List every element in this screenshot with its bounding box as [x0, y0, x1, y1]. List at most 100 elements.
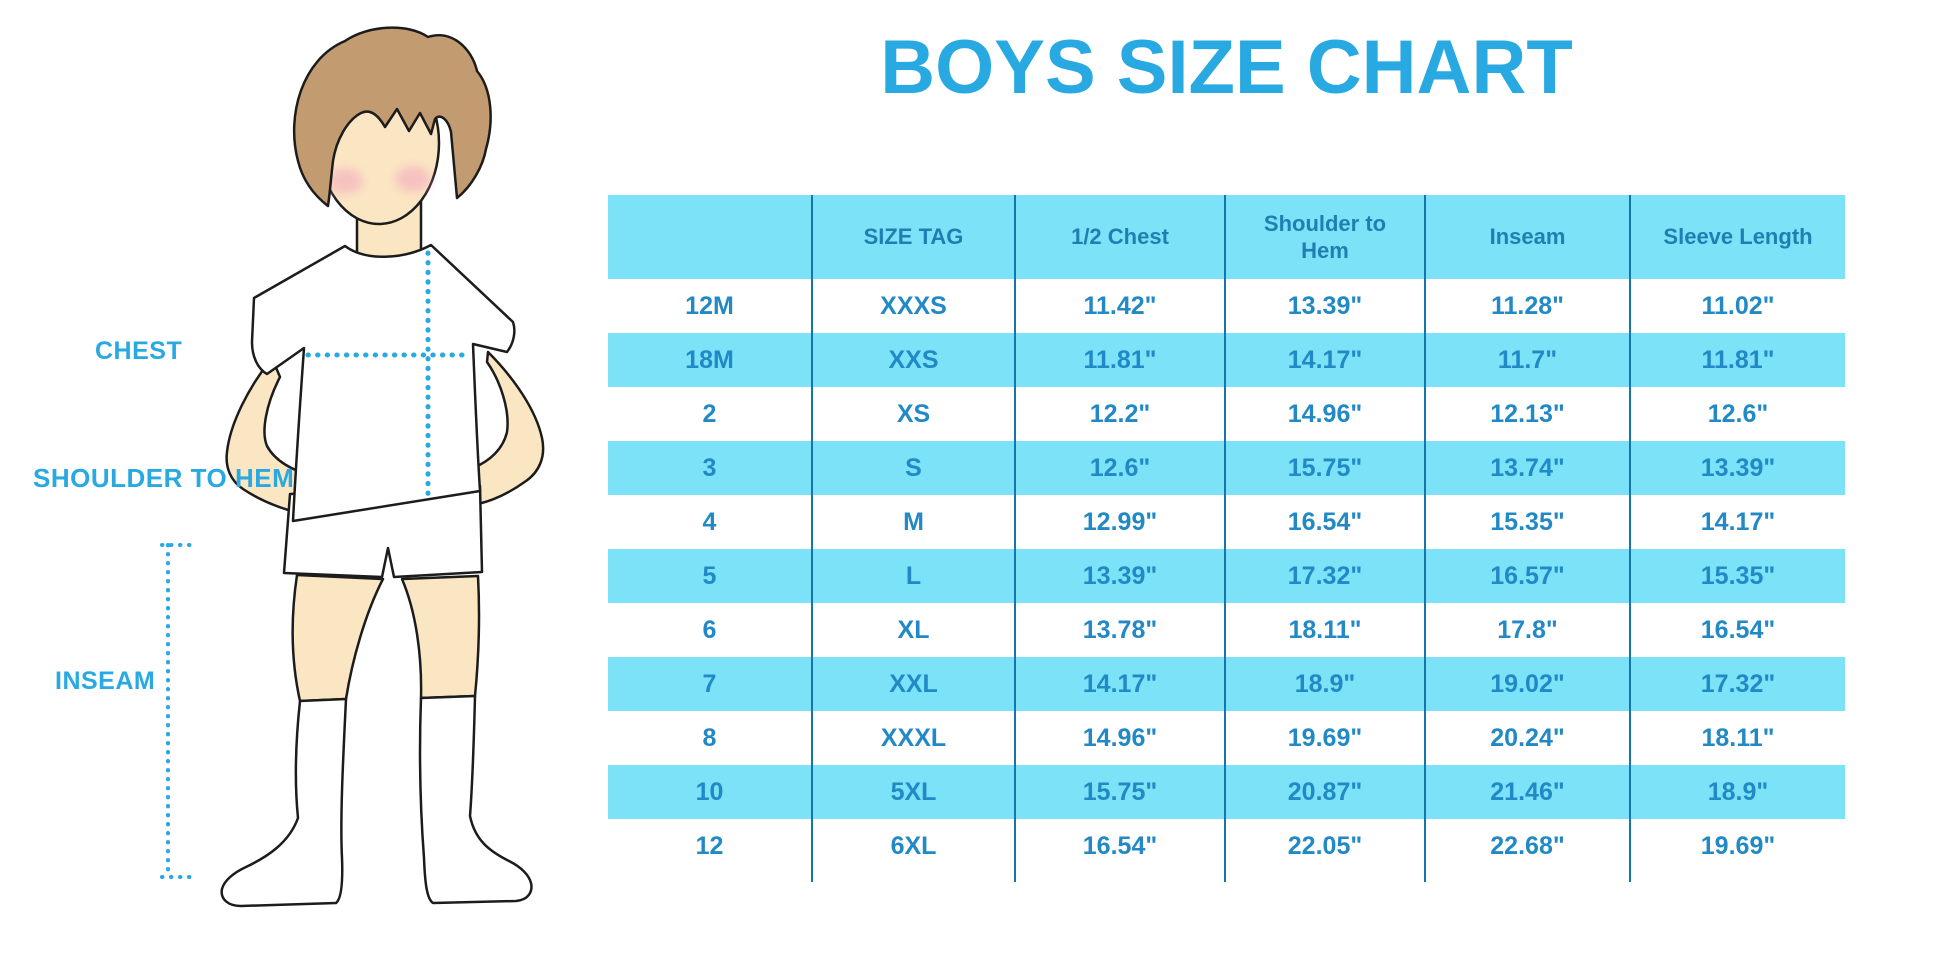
size-cell: 12	[695, 831, 724, 860]
chest-cell: 13.78"	[1014, 603, 1225, 657]
left-cheek-blush	[327, 168, 363, 194]
right-sock	[418, 694, 533, 905]
column-rule-stub	[1014, 873, 1225, 882]
sleeve-cell: 13.39"	[1629, 441, 1845, 495]
chest-cell: 15.75"	[1014, 765, 1225, 819]
header-row: SIZE TAG 1/2 Chest Shoulder to Hem Insea…	[608, 195, 1845, 279]
size-cell: 5	[702, 561, 717, 590]
header-size-tag: SIZE TAG	[811, 195, 1015, 279]
shoulder-hem-cell: 14.96"	[1224, 387, 1425, 441]
size-cell: 12M	[685, 291, 734, 320]
header-size	[608, 195, 812, 279]
table-row: 7 XXL 14.17" 18.9" 19.02" 17.32"	[608, 657, 1845, 711]
chest-cell: 11.81"	[1014, 333, 1225, 387]
right-arm	[471, 350, 545, 506]
size-cell: 4	[702, 507, 717, 536]
column-rule-stub	[1629, 873, 1845, 882]
tag-cell: S	[811, 441, 1015, 495]
inseam-cell: 11.7"	[1424, 333, 1630, 387]
sleeve-cell: 12.6"	[1629, 387, 1845, 441]
tag-cell: XS	[811, 387, 1015, 441]
left-sock	[220, 697, 348, 908]
shoulder-hem-cell: 18.9"	[1224, 657, 1425, 711]
hair	[292, 26, 492, 208]
shoulder-hem-cell: 17.32"	[1224, 549, 1425, 603]
table-row: 8 XXXL 14.96" 19.69" 20.24" 18.11"	[608, 711, 1845, 765]
tag-cell: 6XL	[811, 819, 1015, 873]
size-cell: 7	[702, 669, 717, 698]
size-cell: 8	[702, 723, 717, 752]
sleeve-cell: 19.69"	[1629, 819, 1845, 873]
inseam-cell: 15.35"	[1424, 495, 1630, 549]
table-row: 4 M 12.99" 16.54" 15.35" 14.17"	[608, 495, 1845, 549]
tag-cell: XXS	[811, 333, 1015, 387]
inseam-cell: 13.74"	[1424, 441, 1630, 495]
size-cell: 10	[695, 777, 724, 806]
table-row: 6 XL 13.78" 18.11" 17.8" 16.54"	[608, 603, 1845, 657]
shoulder-hem-cell: 13.39"	[1224, 279, 1425, 333]
table-row: 5 L 13.39" 17.32" 16.57" 15.35"	[608, 549, 1845, 603]
table-row: 12M XXXS 11.42" 13.39" 11.28" 11.02"	[608, 279, 1845, 333]
sleeve-cell: 11.81"	[1629, 333, 1845, 387]
inseam-cell: 16.57"	[1424, 549, 1630, 603]
chest-cell: 11.42"	[1014, 279, 1225, 333]
sleeve-cell: 17.32"	[1629, 657, 1845, 711]
left-leg	[291, 573, 385, 703]
right-leg	[400, 574, 481, 700]
inseam-cell: 22.68"	[1424, 819, 1630, 873]
left-arm	[225, 356, 318, 517]
inseam-cell: 19.02"	[1424, 657, 1630, 711]
sleeve-cell: 14.17"	[1629, 495, 1845, 549]
header-inseam: Inseam	[1424, 195, 1630, 279]
header-sleeve-length: Sleeve Length	[1629, 195, 1845, 279]
sleeve-cell: 16.54"	[1629, 603, 1845, 657]
sleeve-cell: 15.35"	[1629, 549, 1845, 603]
shoulder-hem-cell: 22.05"	[1224, 819, 1425, 873]
table-row: 2 XS 12.2" 14.96" 12.13" 12.6"	[608, 387, 1845, 441]
t-shirt	[250, 243, 516, 523]
tag-cell: 5XL	[811, 765, 1015, 819]
tag-cell: L	[811, 549, 1015, 603]
tag-cell: XXL	[811, 657, 1015, 711]
table-row: 3 S 12.6" 15.75" 13.74" 13.39"	[608, 441, 1845, 495]
inseam-cell: 17.8"	[1424, 603, 1630, 657]
chest-cell: 13.39"	[1014, 549, 1225, 603]
column-rule-stub	[1424, 873, 1630, 882]
sleeve-cell: 18.11"	[1629, 711, 1845, 765]
chest-cell: 12.99"	[1014, 495, 1225, 549]
page-title: BOYS SIZE CHART	[880, 25, 1573, 110]
inseam-cell: 11.28"	[1424, 279, 1630, 333]
chest-cell: 12.6"	[1014, 441, 1225, 495]
shoulder-hem-cell: 16.54"	[1224, 495, 1425, 549]
size-cell: 2	[702, 399, 717, 428]
inseam-label: INSEAM	[55, 667, 156, 695]
chest-cell: 14.96"	[1014, 711, 1225, 765]
tag-cell: XXXS	[811, 279, 1015, 333]
header-half-chest: 1/2 Chest	[1014, 195, 1225, 279]
header-shoulder-to-hem: Shoulder to Hem	[1224, 195, 1425, 279]
chest-cell: 16.54"	[1014, 819, 1225, 873]
inseam-cell: 21.46"	[1424, 765, 1630, 819]
shoulder-hem-cell: 15.75"	[1224, 441, 1425, 495]
inseam-cell: 20.24"	[1424, 711, 1630, 765]
shoulder-to-hem-label: SHOULDER TO HEM	[33, 463, 295, 493]
table-row: 10 5XL 15.75" 20.87" 21.46" 18.9"	[608, 765, 1845, 819]
size-cell: 6	[702, 615, 717, 644]
column-rule-stub	[811, 873, 1015, 882]
shoulder-hem-cell: 19.69"	[1224, 711, 1425, 765]
tag-cell: XXXL	[811, 711, 1015, 765]
right-cheek-blush	[395, 166, 431, 192]
table-row: 18M XXS 11.81" 14.17" 11.7" 11.81"	[608, 333, 1845, 387]
size-cell: 18M	[685, 345, 734, 374]
size-cell: 3	[702, 453, 717, 482]
column-rule-stub-row	[608, 873, 1845, 882]
sleeve-cell: 18.9"	[1629, 765, 1845, 819]
shoulder-hem-cell: 18.11"	[1224, 603, 1425, 657]
shoulder-hem-cell: 14.17"	[1224, 333, 1425, 387]
chest-label: CHEST	[95, 337, 183, 365]
chest-cell: 12.2"	[1014, 387, 1225, 441]
tag-cell: M	[811, 495, 1015, 549]
tag-cell: XL	[811, 603, 1015, 657]
column-rule-stub	[608, 873, 812, 882]
inseam-cell: 12.13"	[1424, 387, 1630, 441]
